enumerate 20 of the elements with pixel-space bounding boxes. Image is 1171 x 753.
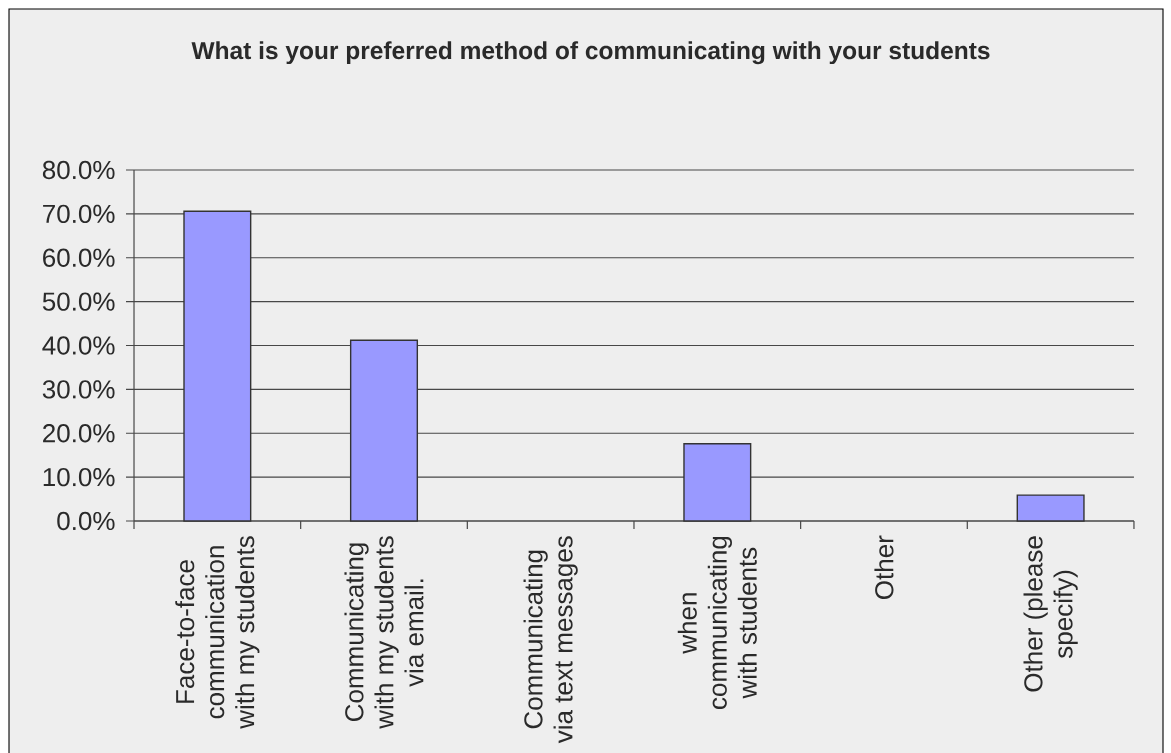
x-tick-label: Communicating with my students via email. [344, 536, 424, 729]
x-tick-label: when communicating with students [677, 536, 757, 709]
y-tick-label: 40.0% [42, 336, 115, 355]
x-tick-label: Communicating via text messages [523, 536, 578, 744]
bar [349, 339, 419, 522]
y-tick-label: 10.0% [43, 467, 115, 487]
x-tick-label: Other [874, 535, 894, 599]
y-tick-label: 0.0% [57, 511, 115, 531]
bar [183, 210, 252, 522]
y-tick-label: 60.0% [43, 248, 115, 267]
bar [1016, 494, 1085, 522]
chart-title: What is your preferred method of communicating with your students [191, 41, 990, 65]
x-tick-label: Other (please specify) [1023, 536, 1078, 692]
y-tick-label: 70.0% [43, 204, 115, 224]
bar [683, 443, 752, 522]
y-tick-label: 20.0% [43, 424, 115, 443]
y-tick-label: 30.0% [42, 380, 115, 399]
x-tick-label: Face-to-face communication with my students [175, 536, 260, 729]
y-tick-label: 80.0% [42, 160, 115, 180]
y-tick-label: 50.0% [42, 292, 115, 311]
